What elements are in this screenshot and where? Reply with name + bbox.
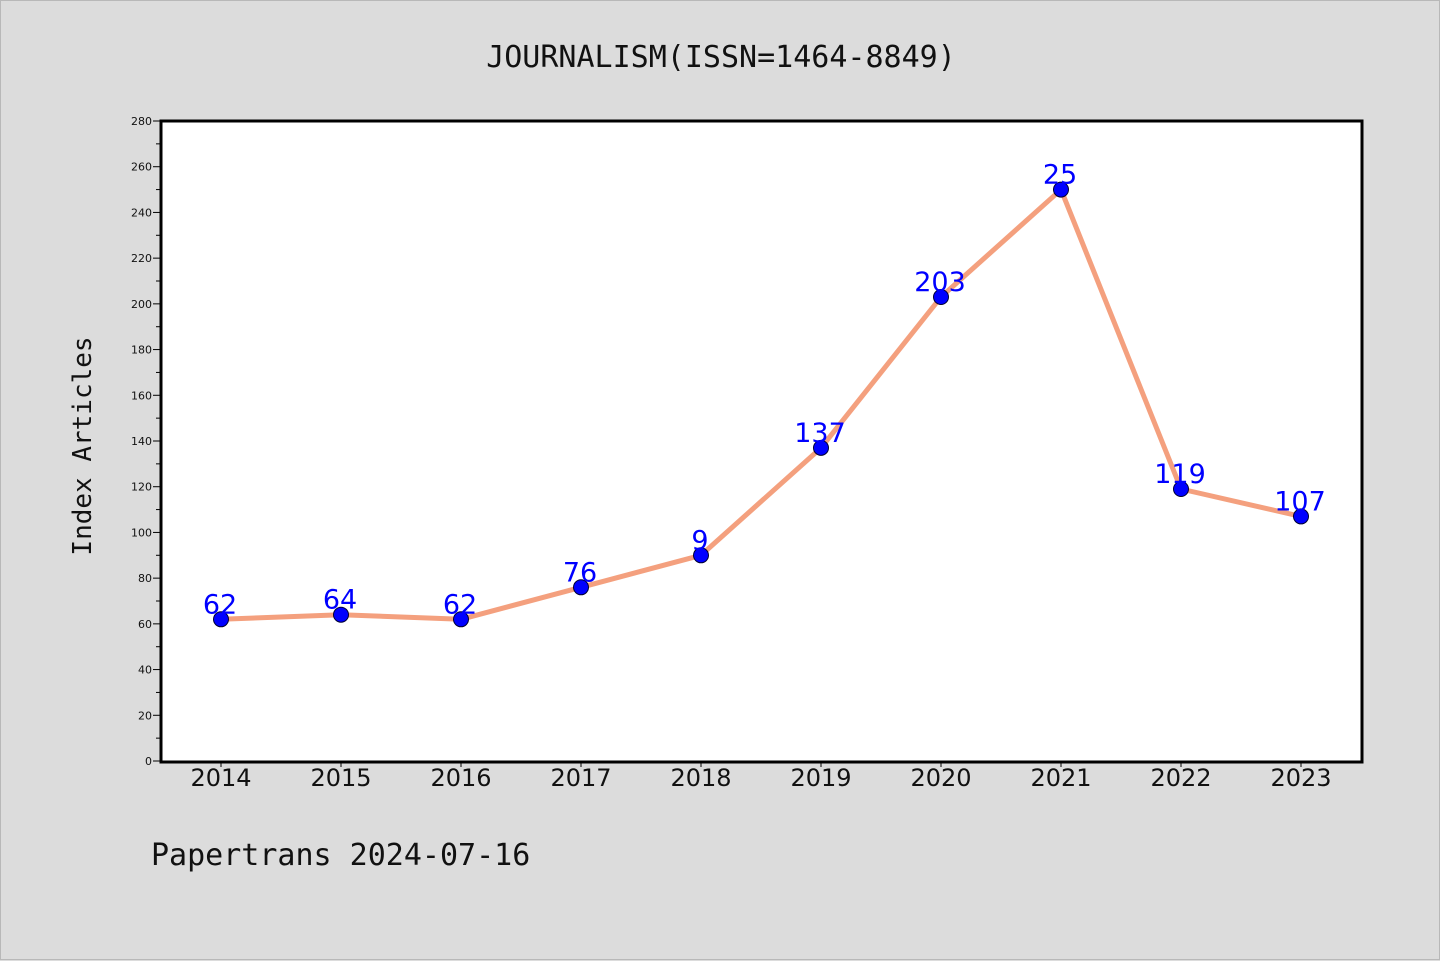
y-tick-label: 0 — [145, 755, 152, 768]
series-line — [220, 187, 1302, 622]
data-point — [693, 547, 709, 564]
series-line-group — [220, 187, 1302, 622]
data-point — [453, 611, 469, 628]
data-point — [1293, 508, 1309, 525]
y-tick-label: 100 — [131, 526, 152, 539]
x-tick-label: 2014 — [190, 764, 251, 792]
y-tick-label: 60 — [138, 618, 152, 631]
data-point — [933, 289, 949, 305]
data-label: 25 — [1043, 160, 1077, 191]
data-point — [1173, 481, 1189, 497]
data-label: 62 — [203, 589, 237, 620]
x-tick-label: 2020 — [910, 764, 971, 792]
data-label: 203 — [914, 267, 966, 298]
y-tick-label: 240 — [131, 206, 152, 219]
y-tick-label: 120 — [131, 481, 152, 494]
x-tick-label: 2016 — [430, 764, 491, 792]
y-axis: 0 20 40 60 80 100 120 140 160 180 200 220 240 260 280 — [131, 115, 161, 768]
y-tick-label: 260 — [131, 161, 152, 174]
data-label: 119 — [1154, 459, 1206, 490]
x-tick-label: 2018 — [670, 764, 731, 792]
data-label: 137 — [794, 418, 846, 449]
data-point — [333, 606, 349, 623]
chart-title: JOURNALISM(ISSN=1464-8849) — [486, 40, 956, 75]
data-point — [813, 439, 829, 456]
data-point — [573, 579, 589, 596]
data-labels: 62 64 62 76 9 137 203 25 119 107 — [203, 160, 1326, 621]
data-label: 107 — [1274, 486, 1326, 517]
data-point — [1053, 181, 1069, 198]
data-label: 62 — [443, 589, 477, 620]
data-label: 76 — [563, 557, 597, 588]
series-markers — [213, 181, 1309, 628]
x-tick-label: 2021 — [1030, 764, 1091, 792]
x-axis: 2014 2015 2016 2017 2018 2019 2020 2021 2022 2023 — [190, 761, 1332, 792]
y-tick-label: 40 — [138, 664, 152, 677]
y-tick-label: 220 — [131, 252, 152, 265]
y-tick-label: 140 — [131, 435, 152, 448]
plot-area — [159, 119, 1364, 764]
footer-text: Papertrans 2024-07-16 — [151, 838, 530, 873]
x-tick-label: 2017 — [550, 764, 611, 792]
x-tick-label: 2019 — [790, 764, 851, 792]
x-tick-label: 2022 — [1150, 764, 1211, 792]
y-tick-label: 180 — [131, 344, 152, 357]
x-tick-label: 2015 — [310, 764, 371, 792]
data-label: 64 — [323, 585, 357, 616]
data-point — [213, 611, 229, 628]
y-tick-label: 80 — [138, 572, 152, 585]
y-axis-label: Index Articles — [68, 336, 98, 555]
y-tick-label: 200 — [131, 298, 152, 311]
y-tick-label: 20 — [138, 709, 152, 722]
data-label: 9 — [691, 525, 708, 556]
x-tick-label: 2023 — [1270, 764, 1331, 792]
y-tick-label: 160 — [131, 389, 152, 402]
y-tick-label: 280 — [131, 115, 152, 128]
